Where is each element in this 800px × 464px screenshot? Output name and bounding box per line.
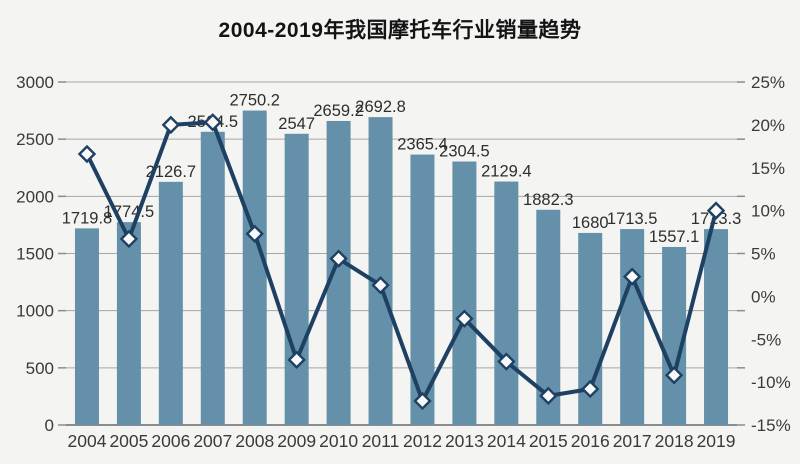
growth-line	[84, 120, 719, 403]
x-label-2013: 2013	[445, 431, 484, 451]
y-right-label--10%: -10%	[751, 373, 791, 392]
bar-label-2012: 2365.4	[397, 136, 447, 154]
x-label-2017: 2017	[613, 431, 652, 451]
y-right-label--15%: -15%	[751, 416, 791, 435]
bar-series	[74, 110, 729, 426]
y-left-label-1000: 1000	[16, 302, 54, 321]
bar-label-2017: 1713.5	[607, 210, 657, 228]
bar-2017	[620, 229, 645, 425]
bar-label-2008: 2750.2	[229, 92, 279, 110]
y-right-label-5%: 5%	[751, 245, 776, 264]
y-left-label-500: 500	[26, 359, 54, 378]
bar-label-2004: 1719.8	[62, 209, 112, 227]
bar-2004	[74, 228, 99, 425]
line-point-2010	[329, 249, 348, 268]
x-label-2019: 2019	[697, 431, 736, 451]
line-point-2006	[161, 115, 181, 135]
line-point-2009	[287, 350, 306, 370]
line-point-2019	[706, 201, 726, 220]
x-label-2010: 2010	[319, 431, 358, 451]
bar-label-2013: 2304.5	[439, 143, 489, 161]
y-right-label-20%: 20%	[751, 116, 785, 135]
bar-label-2014: 2129.4	[481, 163, 531, 181]
line-markers	[77, 113, 726, 411]
line-point-2005	[119, 229, 139, 249]
x-label-2004: 2004	[68, 431, 107, 451]
bar-value-labels: 1719.81774.52126.72564.52750.225472659.2…	[62, 92, 742, 246]
bar-2006	[158, 181, 183, 425]
bar-label-2006: 2126.7	[146, 163, 196, 181]
bar-label-2010: 2659.2	[313, 102, 363, 120]
bar-label-2011: 2692.8	[355, 98, 405, 116]
y-axis-left-labels: 3000 2500 2000 1500 1000 500 0	[16, 73, 54, 435]
line-point-2012	[413, 391, 432, 411]
x-label-2008: 2008	[235, 431, 274, 451]
x-axis-labels: 2004 2005 2006 2007 2008 2009 2010 2011 2012 2013…	[68, 431, 736, 451]
line-point-2011	[371, 276, 390, 295]
x-label-2012: 2012	[403, 431, 442, 451]
y-right-label-15%: 15%	[751, 159, 785, 178]
y-left-label-1500: 1500	[16, 245, 54, 264]
x-label-2006: 2006	[151, 431, 190, 451]
bar-2013	[452, 161, 477, 425]
y-axis-right-labels: 25% 20% 15% 10% 5% 0% -5% -10% -15%	[751, 73, 791, 435]
bar-2010	[326, 120, 351, 426]
bar-2008	[242, 110, 267, 426]
y-right-label-25%: 25%	[751, 73, 785, 92]
x-label-2014: 2014	[487, 431, 526, 451]
line-point-2013	[455, 309, 474, 328]
bar-label-2009: 2547	[278, 115, 315, 133]
bar-2009	[284, 133, 309, 425]
x-label-2018: 2018	[655, 431, 694, 451]
x-label-2011: 2011	[362, 431, 400, 451]
bar-label-2016: 1680	[572, 214, 609, 232]
line-point-2015	[539, 386, 558, 406]
line-point-2007	[203, 113, 222, 132]
bar-label-2018: 1557.1	[649, 228, 699, 246]
y-left-label-0: 0	[45, 416, 54, 435]
line-point-2008	[245, 224, 264, 243]
bar-2011	[368, 117, 393, 425]
y-right-label--5%: -5%	[751, 330, 781, 349]
bar-label-2015: 1882.3	[523, 191, 573, 209]
bar-2019	[704, 229, 729, 425]
x-label-2016: 2016	[571, 431, 610, 451]
x-label-2015: 2015	[529, 431, 568, 451]
x-label-2005: 2005	[109, 431, 148, 451]
y-left-label-3000: 3000	[16, 73, 54, 92]
bar-2007	[200, 131, 225, 425]
bar-2005	[116, 222, 141, 425]
x-label-2009: 2009	[277, 431, 316, 451]
y-left-label-2500: 2500	[16, 130, 54, 149]
y-left-label-2000: 2000	[16, 187, 54, 206]
y-right-label-10%: 10%	[751, 202, 785, 221]
x-label-2007: 2007	[193, 431, 232, 451]
line-point-2017	[622, 267, 642, 286]
chart-title: 2004-2019年我国摩托车行业销量趋势	[218, 19, 582, 42]
line-point-2016	[581, 379, 600, 399]
y-right-label-0%: 0%	[751, 287, 776, 306]
line-point-2018	[664, 366, 684, 385]
line-point-2014	[497, 352, 516, 371]
line-point-2004	[77, 144, 97, 164]
bar-2014	[494, 181, 519, 425]
